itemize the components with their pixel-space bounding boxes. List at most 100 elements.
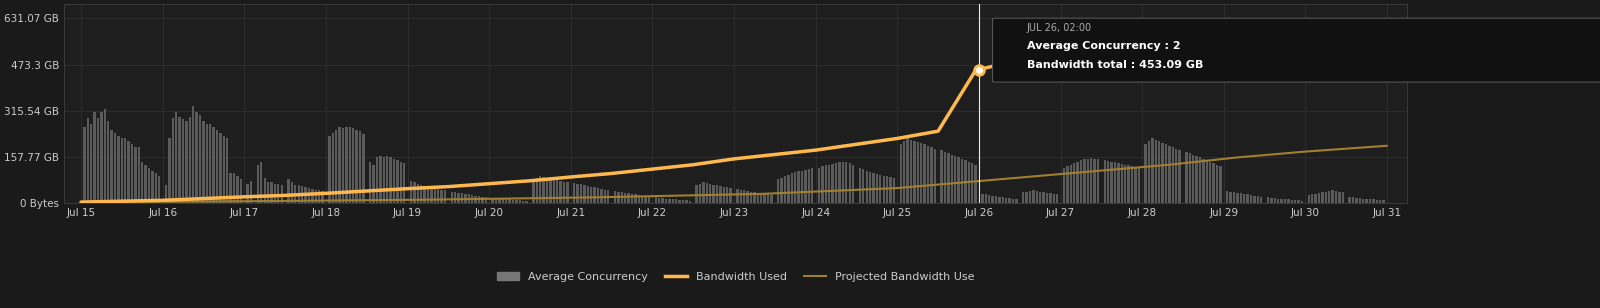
Bar: [968, 162, 970, 203]
Bar: [1325, 192, 1326, 203]
Bar: [1093, 159, 1096, 203]
Bar: [760, 193, 763, 203]
Bar: [709, 184, 712, 203]
Bar: [1379, 200, 1381, 203]
Bar: [1050, 193, 1051, 203]
Bar: [1283, 199, 1286, 203]
Bar: [838, 162, 840, 203]
Bar: [1288, 200, 1290, 203]
Bar: [334, 130, 338, 203]
Bar: [104, 109, 106, 203]
Bar: [546, 178, 549, 203]
Bar: [914, 141, 915, 203]
Bar: [467, 194, 470, 203]
Bar: [1104, 160, 1106, 203]
Bar: [587, 186, 589, 203]
Bar: [747, 191, 749, 203]
Bar: [1322, 192, 1323, 203]
Bar: [1362, 199, 1365, 203]
Bar: [125, 139, 126, 203]
Bar: [770, 195, 773, 203]
Bar: [229, 173, 232, 203]
Bar: [1186, 152, 1187, 203]
Bar: [518, 200, 522, 203]
Bar: [742, 190, 746, 203]
Bar: [675, 200, 677, 203]
Bar: [206, 124, 208, 203]
Bar: [1352, 197, 1354, 203]
Bar: [661, 198, 664, 203]
Bar: [1147, 141, 1150, 203]
Bar: [144, 165, 147, 203]
Bar: [1056, 194, 1058, 203]
Bar: [1267, 197, 1269, 203]
Bar: [240, 179, 242, 203]
Bar: [920, 143, 922, 203]
Bar: [890, 177, 891, 203]
Bar: [419, 185, 422, 203]
Bar: [386, 156, 389, 203]
Bar: [1382, 200, 1386, 203]
FancyBboxPatch shape: [992, 18, 1600, 82]
Bar: [349, 127, 350, 203]
Bar: [155, 173, 157, 203]
Bar: [1189, 153, 1190, 203]
Bar: [376, 157, 378, 203]
Bar: [835, 163, 837, 203]
Bar: [158, 176, 160, 203]
Bar: [256, 165, 259, 203]
Bar: [307, 188, 310, 203]
Bar: [794, 172, 797, 203]
Bar: [1234, 192, 1235, 203]
Bar: [114, 133, 117, 203]
Bar: [1253, 196, 1256, 203]
Bar: [1213, 163, 1214, 203]
Bar: [579, 184, 582, 203]
Bar: [138, 147, 141, 203]
Bar: [805, 170, 806, 203]
Bar: [1032, 190, 1035, 203]
Bar: [1315, 194, 1317, 203]
Bar: [525, 201, 528, 203]
Bar: [174, 112, 178, 203]
Bar: [1219, 166, 1222, 203]
Bar: [1138, 168, 1139, 203]
Bar: [298, 185, 299, 203]
Bar: [246, 184, 250, 203]
Bar: [1202, 159, 1205, 203]
Bar: [120, 139, 123, 203]
Bar: [624, 193, 627, 203]
Bar: [933, 149, 936, 203]
Bar: [219, 133, 222, 203]
Bar: [352, 128, 354, 203]
Bar: [584, 185, 586, 203]
Bar: [1298, 200, 1299, 203]
Bar: [440, 189, 443, 203]
Bar: [1011, 199, 1014, 203]
Bar: [373, 165, 374, 203]
Bar: [954, 156, 957, 203]
Bar: [688, 201, 691, 203]
Bar: [808, 169, 810, 203]
Bar: [930, 147, 933, 203]
Bar: [984, 194, 987, 203]
Bar: [699, 184, 701, 203]
Text: Bandwidth total : 453.09 GB: Bandwidth total : 453.09 GB: [1027, 60, 1203, 70]
Bar: [917, 142, 918, 203]
Bar: [971, 163, 973, 203]
Bar: [536, 178, 538, 203]
Bar: [862, 169, 864, 203]
Bar: [1192, 155, 1194, 203]
Bar: [1246, 194, 1250, 203]
Bar: [1270, 198, 1272, 203]
Bar: [902, 141, 906, 203]
Bar: [392, 159, 395, 203]
Bar: [437, 189, 440, 203]
Bar: [86, 118, 90, 203]
Bar: [797, 171, 800, 203]
Bar: [506, 199, 507, 203]
Bar: [267, 182, 269, 203]
Bar: [1226, 191, 1229, 203]
Bar: [110, 130, 114, 203]
Bar: [98, 118, 99, 203]
